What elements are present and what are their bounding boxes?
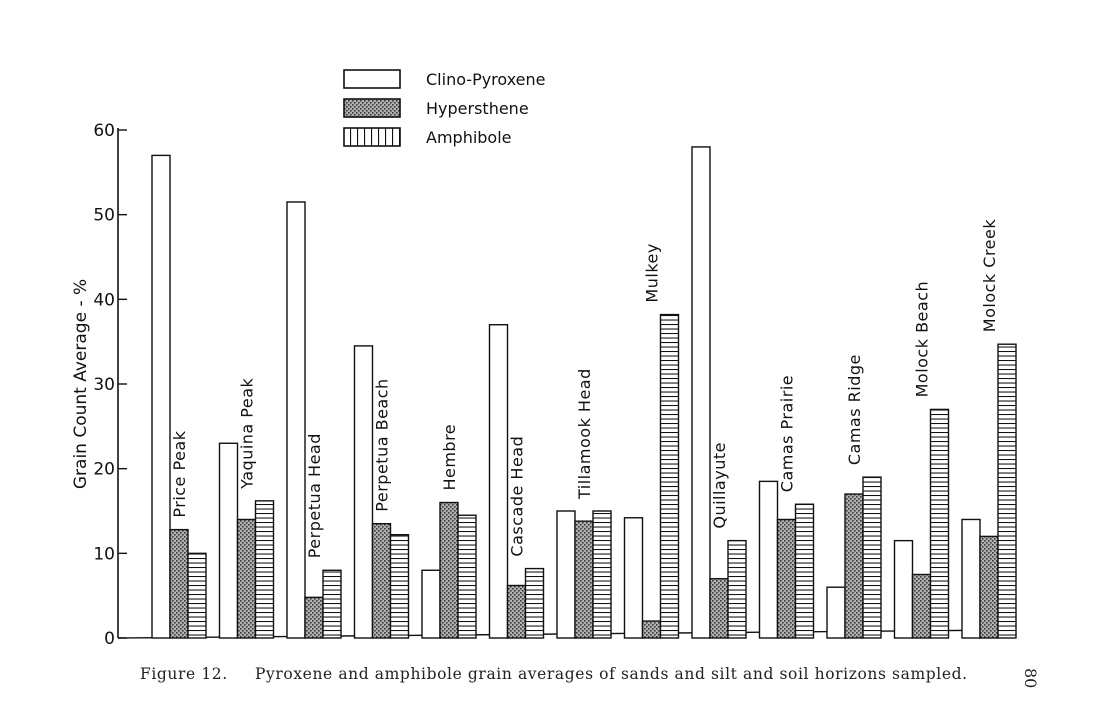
bar-hatched bbox=[997, 343, 1017, 639]
bar-stipple bbox=[169, 528, 189, 639]
bar-open bbox=[826, 586, 846, 639]
legend-label: Amphibole bbox=[426, 128, 512, 147]
legend-swatch-open bbox=[343, 69, 401, 89]
chart-bars bbox=[151, 146, 1017, 639]
y-tick-label: 30 bbox=[93, 375, 115, 395]
bar-open bbox=[151, 154, 171, 639]
bar-hatched bbox=[929, 408, 950, 639]
chart-legend: Clino-Pyroxene Hypersthene Amphibole bbox=[343, 69, 546, 147]
legend-label: Clino-Pyroxene bbox=[426, 70, 546, 89]
bar-hatched bbox=[254, 500, 275, 639]
bar-stipple bbox=[574, 520, 594, 639]
bar-stipple bbox=[439, 501, 459, 639]
y-tick-label: 10 bbox=[93, 544, 115, 564]
y-tick-label: 50 bbox=[93, 206, 115, 226]
category-label: Quillayute bbox=[710, 442, 729, 529]
caption-label: Figure 12. bbox=[140, 665, 228, 683]
category-labels: Price Peak Yaquina Peak Perpetua Head Perpe… bbox=[170, 219, 999, 559]
bar-stipple bbox=[709, 578, 729, 639]
bar-hatched bbox=[659, 313, 680, 639]
category-label: Perpetua Beach bbox=[373, 378, 392, 511]
bar-open bbox=[623, 517, 644, 639]
bar-open bbox=[556, 510, 576, 639]
bar-hatched bbox=[524, 567, 545, 639]
category-label: Mulkey bbox=[643, 243, 662, 302]
category-label: Camas Ridge bbox=[845, 354, 864, 465]
bar-open bbox=[893, 539, 914, 639]
y-tick-label: 40 bbox=[93, 290, 115, 310]
bar-stipple bbox=[371, 523, 392, 639]
bar-open bbox=[488, 324, 509, 639]
bar-hatched bbox=[727, 539, 747, 639]
bar-open bbox=[421, 569, 441, 639]
category-label: Price Peak bbox=[170, 430, 189, 517]
y-axis-title: Grain Count Average - % bbox=[71, 279, 91, 489]
category-label: Hembre bbox=[440, 424, 459, 491]
y-tick-label: 20 bbox=[93, 460, 115, 480]
bar-hatched bbox=[389, 534, 410, 639]
page-number: 80 bbox=[1021, 668, 1040, 689]
bar-stipple bbox=[236, 518, 257, 639]
bar-stipple bbox=[641, 620, 662, 639]
category-label: Camas Prairie bbox=[778, 375, 797, 492]
category-label: Tillamook Head bbox=[575, 368, 594, 500]
category-label: Molock Beach bbox=[913, 281, 932, 398]
bar-hatched bbox=[862, 476, 882, 639]
legend-swatch-hatched bbox=[343, 127, 401, 147]
bar-open bbox=[961, 518, 981, 639]
category-label: Yaquina Peak bbox=[238, 377, 257, 489]
bar-stipple bbox=[304, 596, 324, 639]
bar-stipple bbox=[506, 584, 527, 639]
bar-open bbox=[286, 201, 306, 639]
bar-hatched bbox=[592, 510, 612, 639]
figure-caption: Figure 12. Pyroxene and amphibole grain a… bbox=[140, 663, 1000, 685]
bar-stipple bbox=[776, 518, 797, 639]
bar-stipple bbox=[979, 535, 999, 639]
bar-stipple bbox=[911, 573, 932, 639]
bar-open bbox=[758, 480, 779, 639]
bar-hatched bbox=[457, 514, 477, 639]
bar-open bbox=[353, 345, 374, 639]
category-label: Cascade Head bbox=[508, 436, 527, 557]
bar-stipple bbox=[844, 493, 864, 639]
legend-label: Hypersthene bbox=[426, 99, 529, 118]
caption-text: Pyroxene and amphibole grain averages of… bbox=[255, 665, 968, 683]
category-label: Perpetua Head bbox=[305, 433, 324, 558]
bar-hatched bbox=[187, 552, 207, 639]
bar-open bbox=[218, 442, 239, 639]
category-label: Molock Creek bbox=[980, 219, 999, 333]
bar-hatched bbox=[794, 503, 815, 639]
bar-open bbox=[691, 146, 711, 639]
legend-swatch-stipple bbox=[343, 98, 401, 118]
y-tick-label: 0 bbox=[104, 629, 115, 649]
y-tick-label: 60 bbox=[93, 121, 115, 141]
bar-hatched bbox=[322, 569, 342, 639]
